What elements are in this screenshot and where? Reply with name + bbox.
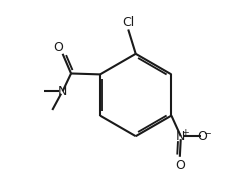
Text: Cl: Cl bbox=[122, 16, 134, 28]
Text: N: N bbox=[58, 85, 67, 98]
Text: O: O bbox=[175, 159, 185, 172]
Text: N: N bbox=[176, 130, 185, 143]
Text: −: − bbox=[204, 128, 212, 137]
Text: O: O bbox=[53, 41, 63, 54]
Text: +: + bbox=[181, 127, 189, 137]
Text: O: O bbox=[197, 130, 207, 143]
